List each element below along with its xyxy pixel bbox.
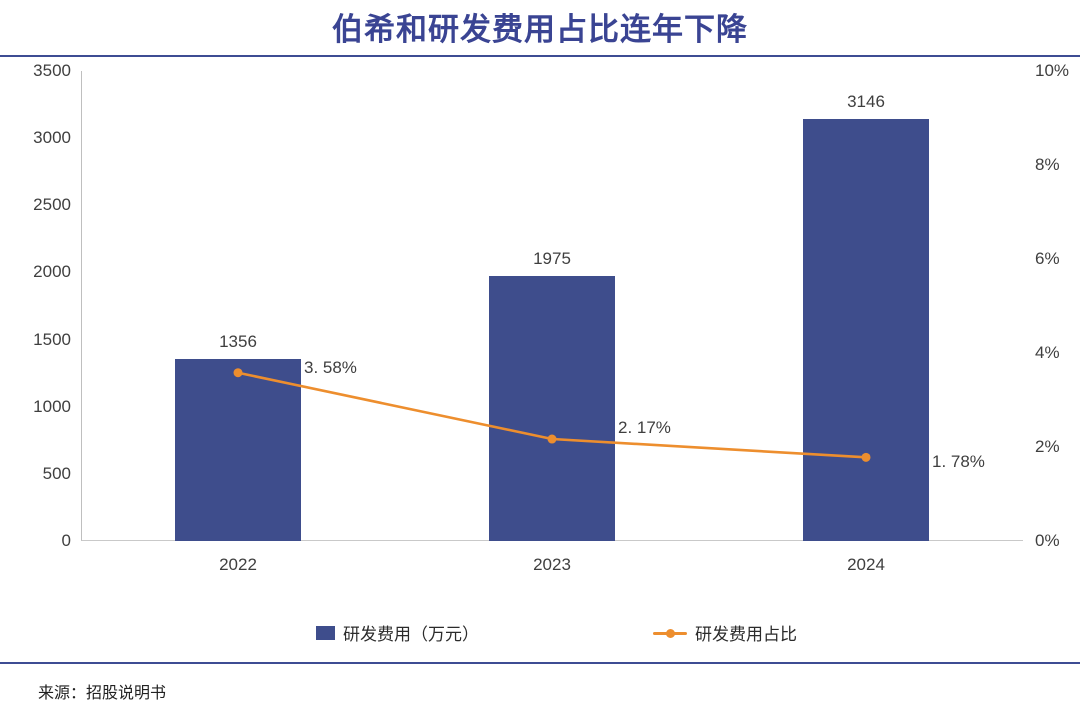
left-axis-tick-label: 0	[61, 531, 71, 550]
x-axis-tick-label: 2023	[533, 555, 571, 574]
bar-value-label: 1975	[533, 248, 571, 268]
left-axis-tick-label: 3000	[33, 128, 71, 148]
right-axis-tick-label: 2%	[1035, 437, 1060, 456]
legend-item-line: 研发费用占比	[653, 620, 797, 645]
bar	[803, 118, 929, 541]
left-axis-tick-label: 1000	[33, 396, 71, 416]
line-value-label: 3. 58%	[304, 357, 357, 377]
bar-value-label: 3146	[847, 91, 885, 111]
right-axis-tick-label: 4%	[1035, 343, 1060, 362]
right-axis-tick-label: 8%	[1035, 155, 1060, 174]
x-axis-tick-label: 2024	[847, 555, 885, 574]
left-axis-tick-label: 500	[42, 463, 71, 483]
source-note: 来源：招股说明书	[38, 685, 167, 702]
chart-title: 伯希和研发费用占比连年下降	[332, 12, 748, 47]
bar-legend-label: 研发费用（万元）	[343, 625, 479, 644]
bar	[175, 358, 301, 541]
title-divider-line	[0, 55, 1080, 57]
line-value-label: 1. 78%	[932, 452, 985, 472]
left-axis-tick-label: 1500	[33, 329, 71, 349]
line-legend-label: 研发费用占比	[695, 625, 797, 644]
left-axis-tick-label: 2500	[33, 195, 71, 215]
footer-divider-line	[0, 662, 1080, 664]
line-value-label: 2. 17%	[618, 418, 671, 437]
line-legend-marker-icon	[653, 626, 687, 640]
x-axis-tick-label: 2022	[219, 555, 257, 574]
bar-legend-swatch-icon	[316, 625, 335, 640]
right-axis-tick-label: 10%	[1035, 61, 1070, 80]
left-axis-tick-label: 2000	[33, 262, 71, 282]
right-axis-tick-label: 6%	[1035, 249, 1060, 268]
left-axis-tick-label: 3500	[33, 61, 71, 80]
right-axis-tick-label: 0%	[1035, 531, 1060, 550]
legend-item-bar: 研发费用（万元）	[316, 620, 479, 645]
bar-value-label: 1356	[219, 331, 257, 351]
bar	[489, 275, 615, 541]
